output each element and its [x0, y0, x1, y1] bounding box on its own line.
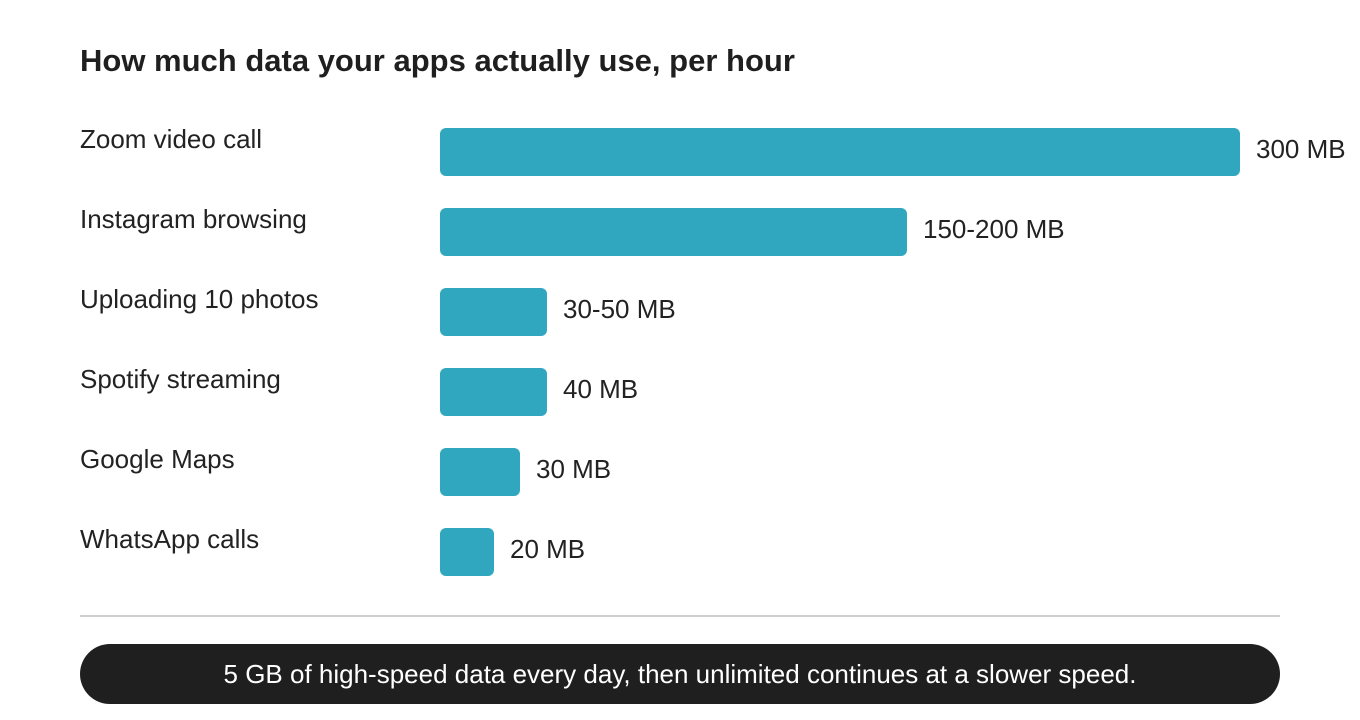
value-label: 20 MB	[510, 534, 586, 564]
chart-row: WhatsApp calls 20 MB	[0, 524, 1360, 604]
chart-title: How much data your apps actually use, pe…	[80, 43, 795, 78]
divider	[80, 615, 1280, 617]
category-label: Spotify streaming	[80, 364, 281, 394]
bar	[440, 208, 907, 256]
chart-row: Spotify streaming 40 MB	[0, 364, 1360, 444]
value-label: 300 MB	[1256, 134, 1346, 164]
value-label: 30 MB	[536, 454, 612, 484]
footer-banner: 5 GB of high-speed data every day, then …	[80, 644, 1280, 704]
bar	[440, 368, 547, 416]
category-label: WhatsApp calls	[80, 524, 260, 554]
category-label: Instagram browsing	[80, 204, 307, 234]
value-label: 30-50 MB	[563, 294, 676, 324]
value-label: 150-200 MB	[923, 214, 1065, 244]
chart-row: Uploading 10 photos 30-50 MB	[0, 284, 1360, 364]
bar	[440, 288, 547, 336]
chart-row: Google Maps 30 MB	[0, 444, 1360, 524]
category-label: Google Maps	[80, 444, 235, 474]
chart-row: Zoom video call 300 MB	[0, 124, 1360, 204]
bar	[440, 528, 494, 576]
bar-chart: Zoom video call 300 MB Instagram browsing 1…	[0, 124, 1360, 576]
category-label: Zoom video call	[80, 124, 263, 154]
chart-row: Instagram browsing 150-200 MB	[0, 204, 1360, 284]
value-label: 40 MB	[563, 374, 639, 404]
bar	[440, 128, 1240, 176]
category-label: Uploading 10 photos	[80, 284, 319, 314]
bar	[440, 448, 520, 496]
